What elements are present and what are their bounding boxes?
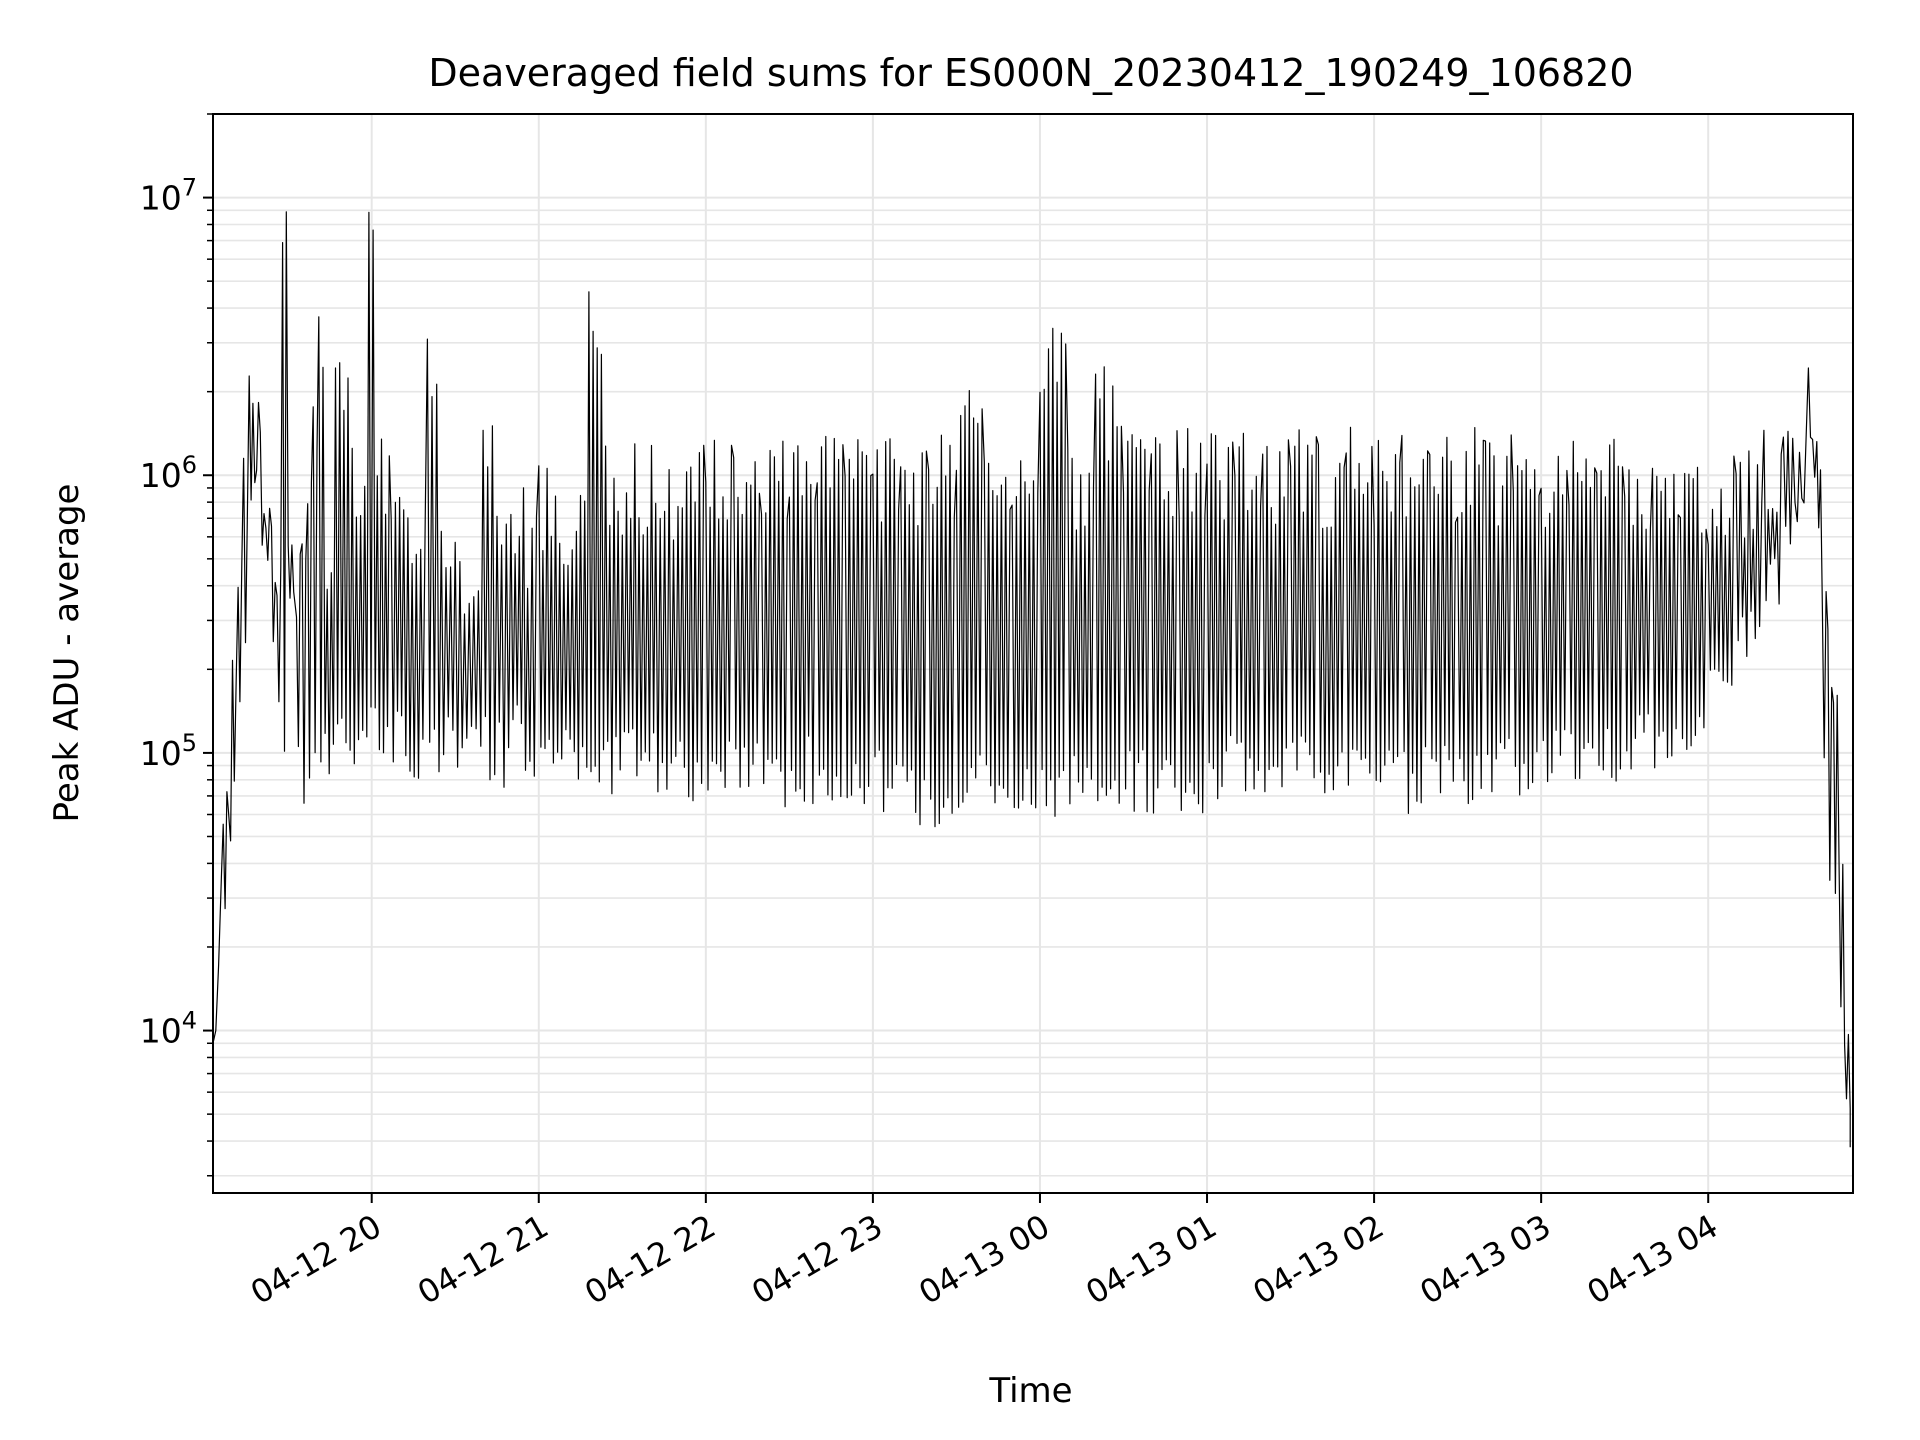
x-tick-label: 04-13 00 <box>912 1207 1056 1312</box>
x-tick-label: 04-13 02 <box>1246 1207 1390 1312</box>
x-tick-label: 04-12 20 <box>244 1207 388 1312</box>
x-tick-label: 04-12 22 <box>578 1207 722 1312</box>
y-tick-label: 106 <box>140 451 197 495</box>
x-tick-label: 04-13 03 <box>1414 1207 1558 1312</box>
data-line <box>212 211 1851 1148</box>
x-tick-label: 04-12 21 <box>411 1207 555 1312</box>
y-tick-label: 105 <box>140 729 197 773</box>
x-axis: 04-12 20 04-12 21 04-12 22 04-12 23 04-13 00… <box>244 1193 1724 1312</box>
chart-title: Deaveraged field sums for ES000N_2023041… <box>428 51 1633 95</box>
data-series-line <box>212 211 1851 1148</box>
x-axis-label: Time <box>988 1371 1072 1411</box>
plot-frame <box>212 113 1854 1194</box>
y-axis-label: Peak ADU - average <box>47 484 87 823</box>
x-tick-label: 04-12 23 <box>745 1207 889 1312</box>
y-axis: 104 105 106 107 <box>140 113 213 1177</box>
y-tick-label: 104 <box>140 1007 197 1051</box>
x-tick-label: 04-13 01 <box>1079 1207 1223 1312</box>
x-tick-label: 04-13 04 <box>1581 1207 1725 1312</box>
y-tick-label: 107 <box>140 174 197 218</box>
